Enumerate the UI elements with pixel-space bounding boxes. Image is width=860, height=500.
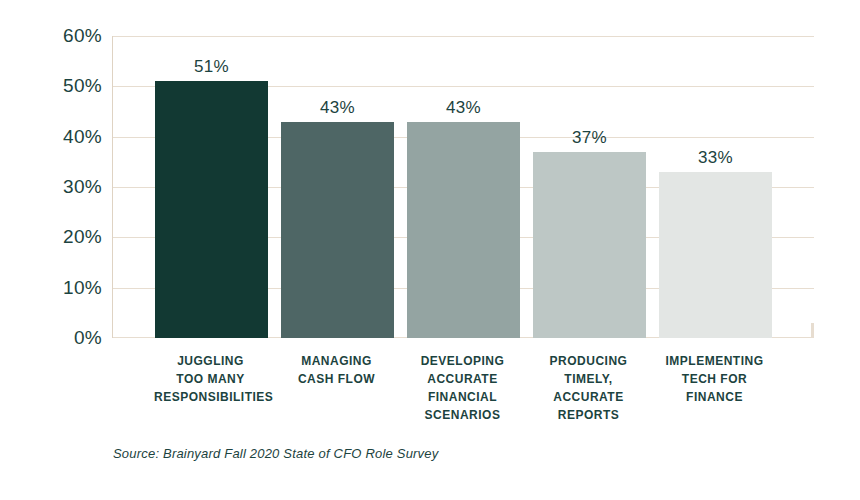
bar: [533, 152, 646, 338]
category-label-line: RESPONSIBILITIES: [154, 388, 267, 406]
category-label-line: FINANCE: [658, 388, 771, 406]
bar-column: 43%: [281, 36, 394, 338]
bar-column: 43%: [407, 36, 520, 338]
bar-value-label: 37%: [572, 129, 607, 146]
category-label-line: FINANCIAL: [406, 388, 519, 406]
bar: [659, 172, 772, 338]
bar: [281, 122, 394, 338]
category-label-line: REPORTS: [532, 406, 645, 424]
category-label: IMPLEMENTINGTECH FORFINANCE: [658, 352, 771, 424]
bar-value-label: 33%: [698, 149, 733, 166]
category-label-line: SCENARIOS: [406, 406, 519, 424]
bar-column: 37%: [533, 36, 646, 338]
bar: [155, 81, 268, 338]
y-tick-label: 10%: [0, 277, 102, 299]
category-label-line: PRODUCING: [532, 352, 645, 370]
bars-row: 51% 43% 43% 37% 33%: [113, 36, 814, 338]
y-tick-label: 0%: [0, 327, 102, 349]
category-label: MANAGINGCASH FLOW: [280, 352, 393, 424]
category-label-line: CASH FLOW: [280, 370, 393, 388]
bar-value-label: 43%: [320, 99, 355, 116]
category-label: DEVELOPINGACCURATEFINANCIALSCENARIOS: [406, 352, 519, 424]
category-label: JUGGLINGTOO MANYRESPONSIBILITIES: [154, 352, 267, 424]
category-label-line: TOO MANY: [154, 370, 267, 388]
y-tick-label: 40%: [0, 126, 102, 148]
source-note: Source: Brainyard Fall 2020 State of CFO…: [113, 446, 438, 461]
plot-area: 51% 43% 43% 37% 33%: [112, 36, 814, 338]
category-label: PRODUCINGTIMELY,ACCURATEREPORTS: [532, 352, 645, 424]
category-label-line: TECH FOR: [658, 370, 771, 388]
category-label-line: JUGGLING: [154, 352, 267, 370]
bar-column: 33%: [659, 36, 772, 338]
category-label-line: TIMELY,: [532, 370, 645, 388]
bar: [407, 122, 520, 338]
category-label-line: ACCURATE: [406, 370, 519, 388]
bar-value-label: 43%: [446, 99, 481, 116]
bar-value-label: 51%: [194, 58, 229, 75]
y-tick-label: 50%: [0, 75, 102, 97]
category-labels-row: JUGGLINGTOO MANYRESPONSIBILITIESMANAGING…: [112, 352, 813, 424]
category-label-line: IMPLEMENTING: [658, 352, 771, 370]
y-tick-label: 30%: [0, 176, 102, 198]
bar-column: 51%: [155, 36, 268, 338]
category-label-line: MANAGING: [280, 352, 393, 370]
y-tick-label: 20%: [0, 226, 102, 248]
bar-chart-figure: 51% 43% 43% 37% 33% 0% 10% 20% 30% 40% 50% 60% JUG…: [0, 0, 860, 500]
category-label-line: ACCURATE: [532, 388, 645, 406]
y-tick-label: 60%: [0, 25, 102, 47]
category-label-line: DEVELOPING: [406, 352, 519, 370]
